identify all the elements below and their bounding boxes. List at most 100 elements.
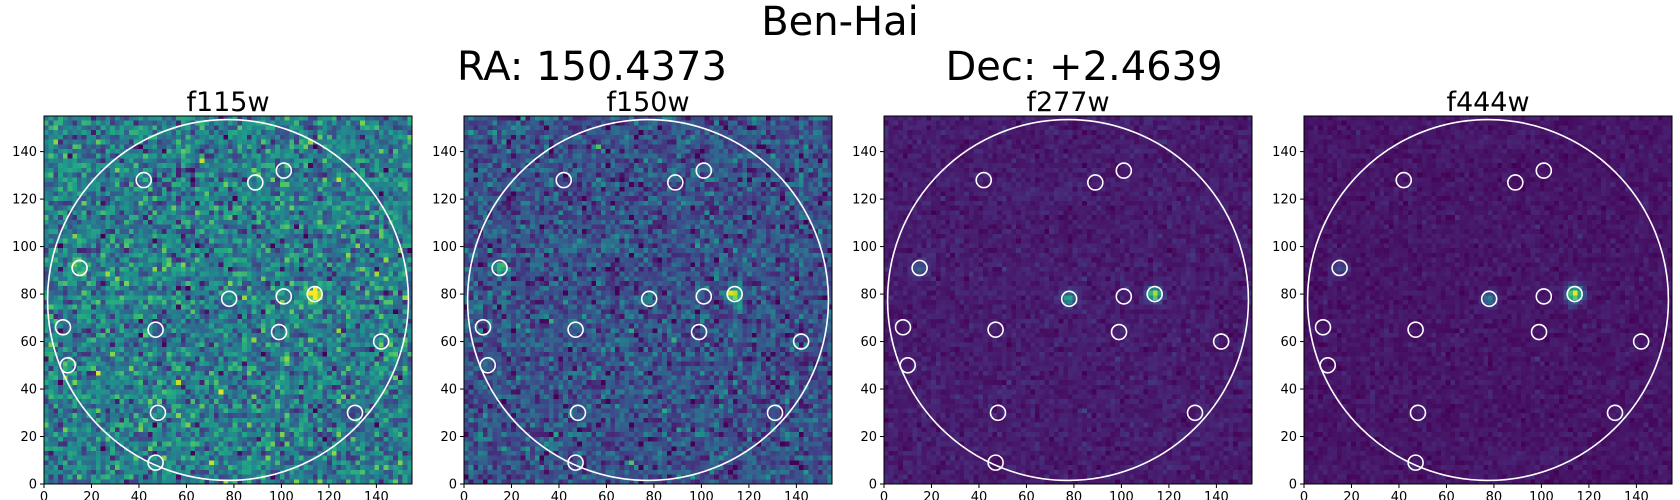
source-aperture-circle xyxy=(149,404,167,422)
y-tick-label: 60 xyxy=(1280,335,1297,350)
source-aperture-circle xyxy=(1146,285,1163,303)
panel-title: f444w xyxy=(1446,87,1529,118)
y-tick-label: 0 xyxy=(869,478,877,493)
y-tick-label: 140 xyxy=(432,145,457,160)
aperture-group xyxy=(46,118,410,482)
source-aperture-circle xyxy=(1535,288,1553,305)
y-tick-label: 80 xyxy=(860,288,877,303)
x-tick-label: 100 xyxy=(689,490,714,500)
big-aperture-circle xyxy=(466,118,830,482)
source-aperture-circle xyxy=(987,321,1004,338)
y-tick-label: 20 xyxy=(440,430,457,445)
x-tick-label: 60 xyxy=(598,490,615,500)
y-tick-label: 20 xyxy=(860,430,877,445)
source-aperture-circle xyxy=(1060,290,1078,308)
panel-f115w: 0 20 40 60 80 100 120 140 0 20 40 60 80 100 120 140 f115… xyxy=(12,87,413,500)
x-tick-label: 140 xyxy=(784,490,809,500)
y-tick-label: 40 xyxy=(440,383,457,398)
source-aperture-circle xyxy=(975,171,993,189)
panel-frame xyxy=(883,115,1253,485)
source-aperture-circle xyxy=(1480,290,1498,308)
x-tick-label: 40 xyxy=(1391,490,1408,500)
source-aperture-circle xyxy=(372,333,390,350)
y-tick-label: 60 xyxy=(440,335,457,350)
y-tick-label: 120 xyxy=(12,193,37,208)
x-tick-label: 20 xyxy=(923,490,940,500)
source-aperture-circle xyxy=(135,171,153,189)
aperture-group xyxy=(1306,118,1670,482)
source-aperture-circle xyxy=(567,454,584,471)
x-tick-label: 140 xyxy=(1204,490,1229,500)
y-tick-label: 120 xyxy=(852,193,877,208)
y-tick-label: 100 xyxy=(432,240,457,255)
x-tick-label: 80 xyxy=(226,490,243,500)
source-aperture-circle xyxy=(474,319,492,336)
source-aperture-circle xyxy=(491,259,508,277)
source-aperture-circle xyxy=(1566,285,1583,303)
y-tick-label: 40 xyxy=(20,383,37,398)
x-tick-label: 0 xyxy=(880,490,888,500)
x-tick-label: 80 xyxy=(1486,490,1503,500)
x-tick-label: 80 xyxy=(1066,490,1083,500)
x-tick-label: 40 xyxy=(551,490,568,500)
y-tick-label: 0 xyxy=(449,478,457,493)
y-tick-label: 100 xyxy=(1272,240,1297,255)
source-aperture-circle xyxy=(766,404,784,422)
source-aperture-circle xyxy=(1409,404,1427,422)
x-tick-label: 40 xyxy=(131,490,148,500)
x-tick-label: 120 xyxy=(316,490,341,500)
y-tick-label: 20 xyxy=(1280,430,1297,445)
source-aperture-circle xyxy=(899,356,917,374)
source-aperture-circle xyxy=(54,319,72,336)
big-aperture-circle xyxy=(46,118,410,482)
x-tick-label: 80 xyxy=(646,490,663,500)
source-aperture-circle xyxy=(690,323,708,341)
source-aperture-circle xyxy=(1507,174,1524,191)
x-tick-label: 140 xyxy=(364,490,389,500)
y-tick-label: 60 xyxy=(20,335,37,350)
y-tick-label: 80 xyxy=(440,288,457,303)
source-aperture-circle xyxy=(275,288,293,305)
heatmap-image xyxy=(464,116,832,484)
source-aperture-circle xyxy=(1110,323,1128,341)
panel-f150w: 0 20 40 60 80 100 120 140 0 20 40 60 80 100 120 140 f150… xyxy=(432,87,833,500)
source-aperture-circle xyxy=(1632,333,1650,350)
source-aperture-circle xyxy=(1186,404,1204,422)
x-tick-label: 20 xyxy=(1343,490,1360,500)
source-aperture-circle xyxy=(987,454,1004,471)
source-aperture-circle xyxy=(640,290,658,308)
y-tick-label: 80 xyxy=(20,288,37,303)
y-tick-label: 140 xyxy=(12,145,37,160)
source-aperture-circle xyxy=(275,162,293,179)
source-aperture-circle xyxy=(555,171,573,189)
y-tick-label: 0 xyxy=(1289,478,1297,493)
source-aperture-circle xyxy=(147,454,164,471)
source-aperture-circle xyxy=(247,174,264,191)
y-tick-label: 100 xyxy=(852,240,877,255)
source-aperture-circle xyxy=(71,259,88,277)
x-tick-label: 0 xyxy=(460,490,468,500)
y-tick-label: 140 xyxy=(852,145,877,160)
x-tick-label: 20 xyxy=(503,490,520,500)
heatmap-image xyxy=(1304,116,1672,484)
source-aperture-circle xyxy=(220,290,238,308)
source-aperture-circle xyxy=(1115,162,1133,179)
source-aperture-circle xyxy=(567,321,584,338)
x-tick-label: 60 xyxy=(1018,490,1035,500)
x-tick-label: 20 xyxy=(83,490,100,500)
panel-frame xyxy=(1303,115,1673,485)
source-aperture-circle xyxy=(695,288,713,305)
source-aperture-circle xyxy=(1314,319,1332,336)
source-aperture-circle xyxy=(1535,162,1553,179)
x-tick-label: 100 xyxy=(269,490,294,500)
panel-f444w: 0 20 40 60 80 100 120 140 0 20 40 60 80 100 120 140 f444… xyxy=(1272,87,1673,500)
source-aperture-circle xyxy=(1407,454,1424,471)
source-aperture-circle xyxy=(346,404,364,422)
y-tick-label: 60 xyxy=(860,335,877,350)
x-tick-label: 0 xyxy=(40,490,48,500)
y-tick-label: 120 xyxy=(1272,193,1297,208)
source-aperture-circle xyxy=(1530,323,1548,341)
source-aperture-circle xyxy=(1395,171,1413,189)
aperture-group xyxy=(466,118,830,482)
